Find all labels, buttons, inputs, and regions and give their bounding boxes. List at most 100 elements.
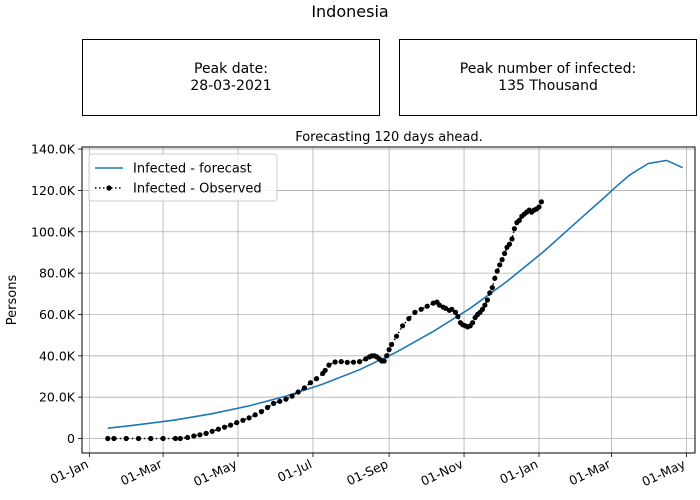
observed-point [135,435,142,442]
observed-point [484,297,490,303]
series-line-forecast [107,159,684,429]
x-tick-label: 01-Jan [497,456,540,487]
observed-point [111,435,117,442]
observed-point [384,353,390,359]
observed-point [400,323,406,329]
observed-point [389,341,395,348]
y-tick-label: 100.0K [31,224,76,239]
observed-point [240,417,246,423]
observed-point [246,415,252,421]
observed-point [123,435,129,442]
peak-infected-box: Peak number of infected: 135 Thousand [399,39,697,116]
observed-point [516,217,522,223]
y-tick-label: 120.0K [31,183,76,198]
observed-point [412,309,418,315]
observed-point [479,306,486,312]
x-tick-label: 01-Sep [344,456,390,488]
observed-point [381,358,387,364]
observed-point [482,302,488,308]
observed-point [283,396,289,402]
observed-point [234,420,240,426]
observed-point [252,412,258,418]
observed-point [197,432,203,438]
observed-point [489,285,495,291]
observed-point [499,257,505,263]
observed-point [455,313,461,320]
series-layer [105,159,684,442]
observed-point [449,306,455,312]
legend-frame [88,153,278,202]
observed-point [301,385,307,391]
y-tick-label: 60.0K [39,307,76,322]
observed-point [277,398,283,404]
observed-point [418,306,424,312]
figure-title: Indonesia [311,2,389,21]
y-tick-label: 140.0K [31,142,76,157]
observed-point [344,359,350,365]
observed-point [424,303,430,309]
observed-point [326,362,332,368]
observed-point [470,320,476,326]
x-tick-label: 01-Nov [418,456,465,489]
observed-point [307,380,314,386]
observed-point [322,367,328,373]
x-tick-label: 01-Jul [275,456,314,485]
observed-point [511,226,517,232]
observed-point [386,347,392,353]
peak-date-box: Peak date: 28-03-2021 [82,39,380,116]
observed-point [177,435,183,442]
observed-point [215,426,221,432]
observed-point [357,359,363,365]
observed-point [191,433,197,439]
x-tick-label: 01-Mar [118,456,165,489]
series-line-observed [107,201,543,440]
observed-point [506,241,513,247]
observed-point [509,236,515,242]
observed-point [258,409,264,415]
y-tick-label: 40.0K [39,348,76,363]
observed-point [338,359,344,365]
peak-infected-label: Peak number of infected: [459,60,637,77]
observed-point [228,422,234,428]
plot-frame [81,146,696,454]
observed-point [502,250,508,257]
observed-point [393,333,400,339]
observed-point [314,376,320,382]
y-tick-label: 20.0K [39,390,76,405]
observed-point [264,404,271,411]
x-tick-label: 01-May [191,456,240,489]
observed-point [209,428,215,434]
y-tick-label: 80.0K [39,266,76,281]
x-tick-label: 01-Jan [48,456,91,487]
observed-point [203,430,209,436]
observed-point [452,309,459,315]
legend-forecast-label: Infected - forecast [133,162,252,177]
legend: Infected - forecast Infected - Observed [88,153,278,202]
observed-point [350,359,357,365]
legend-observed-marker [106,185,112,191]
x-tick-label: 01-Mar [567,456,614,489]
y-axis-label: Persons [5,275,20,326]
observed-point [185,434,191,441]
observed-point [160,435,166,442]
chart-title: Forecasting 120 days ahead. [295,130,483,145]
observed-point [172,435,178,442]
observed-point [487,290,493,296]
observed-point [406,316,412,322]
observed-point [105,435,111,442]
x-tick-label: 01-May [639,456,688,489]
observed-point [221,424,228,430]
observed-point [295,389,301,395]
observed-point [494,268,500,274]
observed-point [332,359,338,365]
observed-point [271,400,277,406]
observed-point [492,275,498,281]
y-tick-label: 0 [67,431,75,446]
observed-point [497,262,503,268]
observed-point [536,204,542,210]
observed-point [148,435,154,442]
peak-infected-value: 135 Thousand [498,77,598,94]
observed-point [289,393,295,399]
peak-date-label: Peak date: [194,60,268,77]
